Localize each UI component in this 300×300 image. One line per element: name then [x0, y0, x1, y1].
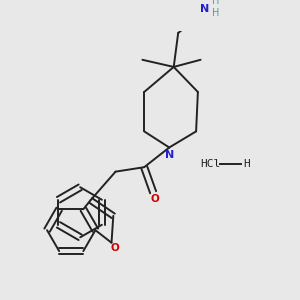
Text: H: H	[243, 159, 250, 169]
Text: O: O	[151, 194, 159, 204]
Text: N: N	[165, 150, 174, 160]
Text: H: H	[212, 8, 220, 18]
Text: H: H	[212, 0, 220, 6]
Text: O: O	[111, 243, 119, 253]
Text: HCl: HCl	[201, 159, 221, 169]
Text: N: N	[200, 4, 210, 14]
